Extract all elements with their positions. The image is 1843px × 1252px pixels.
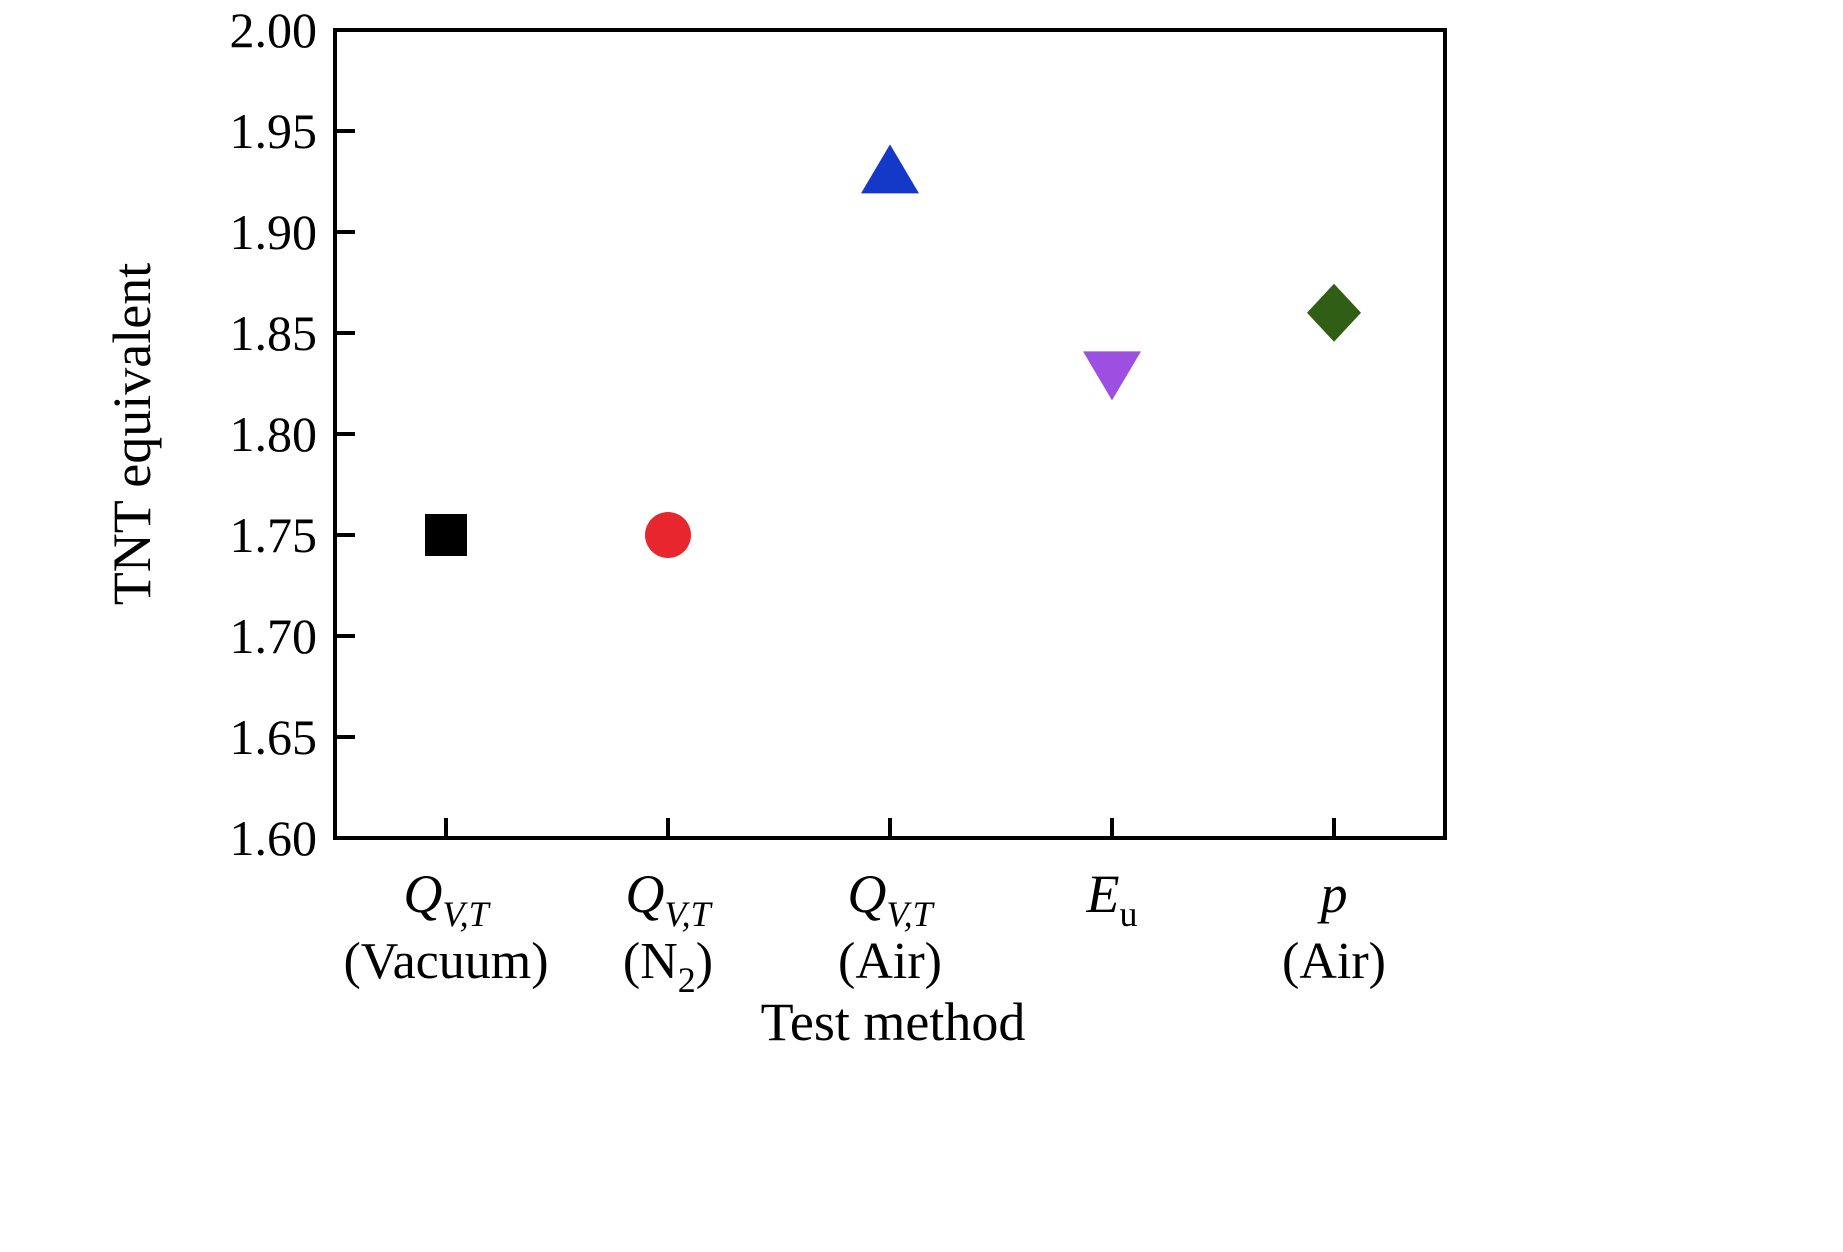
x-tick-label: p (1317, 864, 1348, 924)
x-tick-note: (Air) (1282, 933, 1386, 990)
x-tick-note: (N2) (623, 933, 713, 1000)
y-tick-label: 1.85 (230, 305, 318, 361)
y-tick-label: 1.70 (230, 608, 318, 664)
x-tick-label: QV,T (625, 864, 713, 934)
y-tick-label: 1.90 (230, 204, 318, 260)
y-axis-title: TNT equivalent (102, 263, 162, 605)
x-tick-label: QV,T (847, 864, 935, 934)
x-tick-note: (Air) (838, 933, 942, 990)
data-point-diamond (1307, 283, 1361, 342)
y-tick-label: 1.65 (230, 709, 318, 765)
data-point-triangle-up (861, 144, 919, 194)
x-axis-title: Test method (761, 992, 1026, 1052)
data-point-circle (645, 512, 691, 558)
x-tick-label: Eu (1086, 864, 1138, 934)
y-tick-label: 1.75 (230, 507, 318, 563)
y-tick-label: 1.80 (230, 406, 318, 462)
y-tick-label: 1.95 (230, 103, 318, 159)
x-tick-note: (Vacuum) (343, 933, 548, 990)
data-point-square (425, 514, 467, 556)
y-tick-label: 2.00 (230, 2, 318, 58)
plot-area: 1.60 1.65 1.70 1.75 1.80 1.85 1.90 1.95 2.00 QV,T… (230, 2, 1447, 1000)
data-point-triangle-down (1083, 351, 1141, 401)
x-tick-label: QV,T (403, 864, 491, 934)
y-tick-label: 1.60 (230, 810, 318, 866)
